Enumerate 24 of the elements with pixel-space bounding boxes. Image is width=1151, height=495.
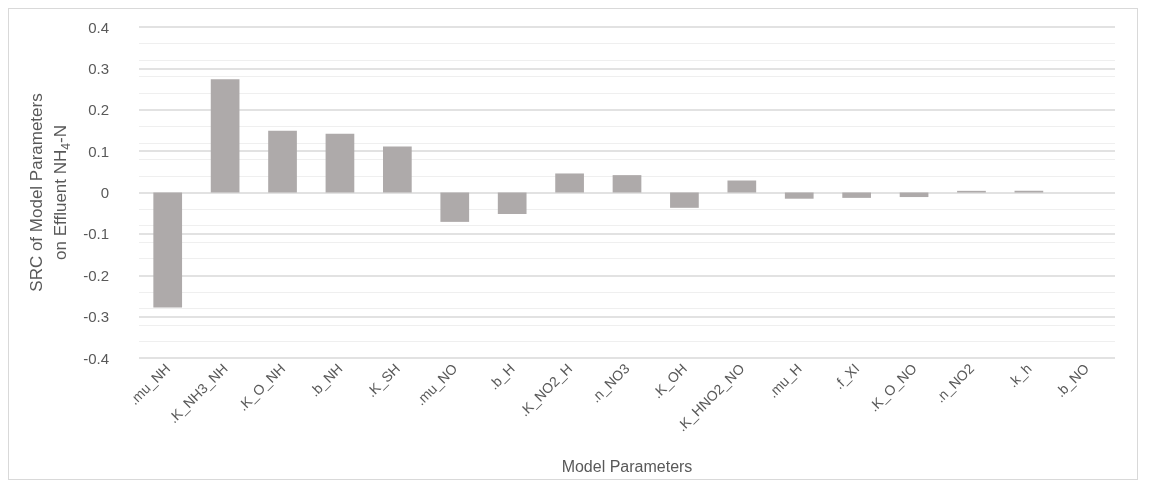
y-tick-label: -0.2 — [83, 266, 109, 284]
y-tick-label: 0.1 — [88, 142, 109, 160]
y-tick-label: -0.4 — [83, 349, 109, 367]
y-tick-label: 0.3 — [88, 59, 109, 77]
bar — [670, 192, 699, 208]
y-tick-label: -0.3 — [83, 308, 109, 326]
bar — [727, 180, 757, 193]
bar — [497, 192, 527, 215]
y-tick-label: 0.4 — [88, 18, 109, 36]
y-tick-label: 0.2 — [88, 101, 109, 119]
y-tick-label: -0.1 — [83, 225, 109, 243]
bar — [153, 192, 183, 308]
bar — [612, 175, 642, 193]
x-axis-title: Model Parameters — [561, 457, 693, 475]
bar — [440, 192, 470, 222]
bar — [268, 130, 297, 193]
x-tick-label: .k_h — [1004, 360, 1035, 391]
bar — [842, 192, 871, 198]
y-tick-label: 0 — [100, 184, 109, 201]
bar — [210, 79, 240, 193]
bar — [383, 146, 412, 193]
bar — [325, 133, 355, 193]
bar — [555, 173, 584, 193]
bar — [784, 192, 814, 199]
